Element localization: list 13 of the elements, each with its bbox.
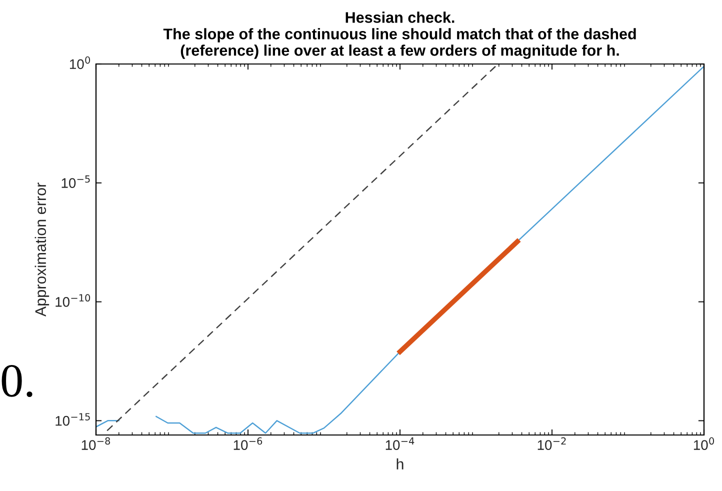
y-axis-title: Approximation error bbox=[34, 182, 50, 317]
chart-title: Hessian check. The slope of the continuous line should match that of the dashed (reference) line over at least a few orders of magnitude for h. bbox=[163, 12, 636, 59]
x-tick-label: 10$^{−4}$ bbox=[386, 437, 414, 450]
y-tick-label: 10$^{−10}$ bbox=[56, 294, 90, 307]
x-tick-label: 10$^{−8}$ bbox=[82, 437, 110, 450]
x-tick-label: 10$^{0}$ bbox=[694, 437, 714, 450]
x-axis-title: h bbox=[396, 458, 404, 470]
y-tick-label: 10$^{0}$ bbox=[70, 56, 90, 70]
y-tick-label: 10$^{−15}$ bbox=[56, 413, 90, 426]
y-tick-label: 10$^{−5}$ bbox=[62, 175, 90, 188]
x-tick-label: 10$^{−2}$ bbox=[538, 437, 566, 450]
text: 0. bbox=[2, 364, 32, 398]
x-tick-label: 10$^{−6}$ bbox=[234, 437, 262, 450]
